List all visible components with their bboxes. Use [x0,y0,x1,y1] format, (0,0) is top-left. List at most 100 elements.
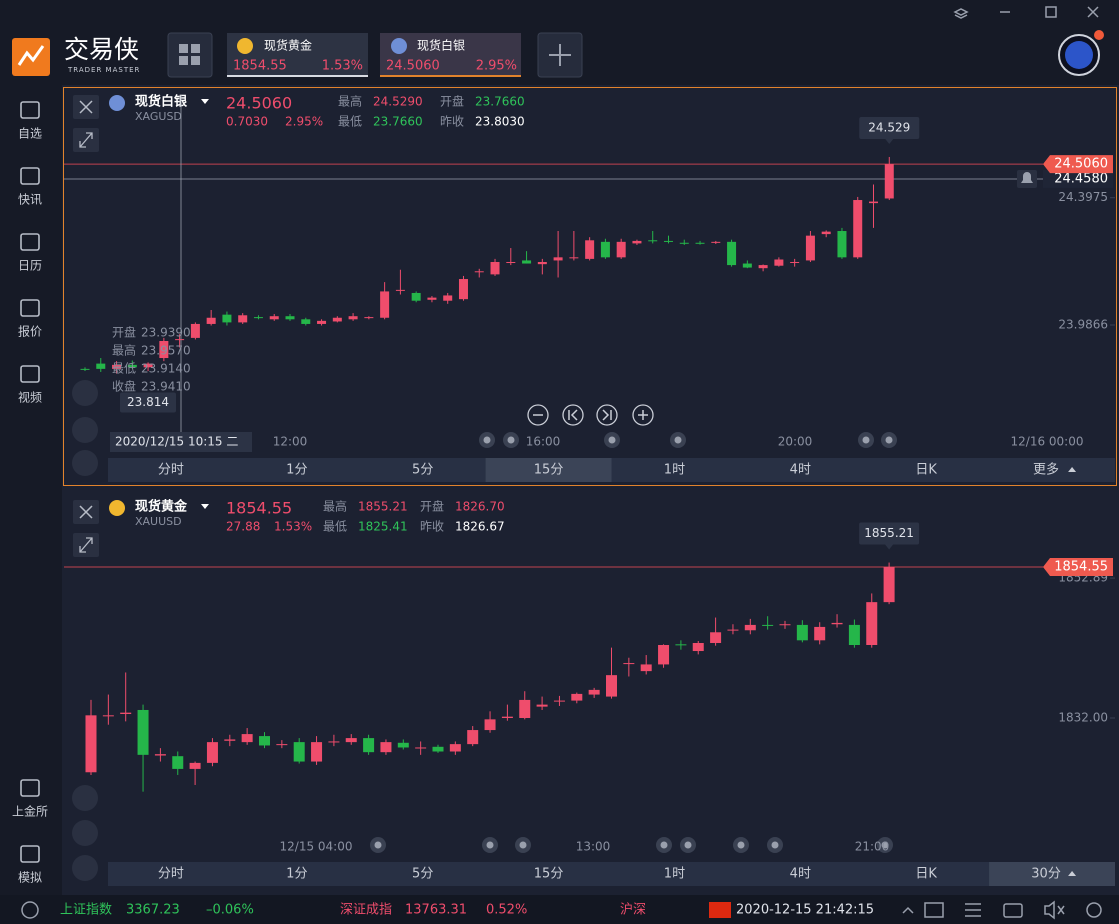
candle-body [632,240,642,244]
candle-body [853,200,863,258]
layout-button[interactable] [167,32,213,78]
skin-button[interactable] [953,8,969,19]
sidebar-icon[interactable] [20,233,40,251]
candle-body [432,746,444,752]
period-label[interactable]: 日K [915,867,937,882]
candle-body [189,762,201,769]
camera-icon[interactable] [1003,903,1023,918]
candle-body [458,279,468,300]
sidebar-icon[interactable] [20,299,40,317]
period-more-arrow [1068,871,1077,876]
candle-body [467,730,479,745]
service-icon[interactable] [21,901,39,919]
period-label[interactable]: 日K [915,463,937,478]
sidebar-label[interactable]: 日历 [18,259,42,273]
period-label[interactable]: 分时 [158,867,184,882]
stat-label: 最低 [323,520,347,534]
period-label[interactable]: 15分 [534,463,564,478]
index-value: 3367.23 [126,903,180,918]
status-bar [0,895,1119,924]
stat-value: 1826.67 [455,520,505,534]
candle-body [411,292,421,301]
mute-icon[interactable] [1044,900,1065,920]
period-label[interactable]: 4时 [790,463,811,478]
candle-body [814,626,826,641]
sidebar-label[interactable]: 自选 [18,127,42,141]
tool-button[interactable] [72,785,98,811]
candle-body [206,742,218,763]
sidebar-icon[interactable] [20,365,40,383]
last-price-label: 24.5060 [1054,157,1108,172]
candle-body [648,240,658,242]
period-label[interactable]: 4时 [790,867,811,882]
sidebar-icon[interactable] [20,779,40,797]
screen-icon[interactable] [924,902,944,918]
close-window-button[interactable] [1087,6,1099,18]
tool-button[interactable] [72,380,98,406]
period-label[interactable]: 分时 [158,463,184,478]
period-bar [108,862,1115,886]
period-label[interactable]: 更多 [1033,462,1059,478]
candle-body [443,295,453,301]
tool-button[interactable] [72,855,98,881]
index-name[interactable]: 沪深 [620,902,646,918]
stat-value: 24.5290 [373,95,423,109]
sidebar-label[interactable]: 报价 [18,324,42,339]
sidebar-label[interactable]: 快讯 [18,193,42,207]
stat-value: 1825.41 [358,520,408,534]
sidebar-icon[interactable] [20,167,40,185]
x-tick-label: 16:00 [526,435,561,449]
hover-label: 最高 [112,343,136,358]
candle-body [727,241,737,266]
sidebar-label[interactable]: 模拟 [18,871,42,885]
symbol-name[interactable]: 现货白银 [135,94,188,110]
period-label[interactable]: 1分 [286,867,307,882]
period-label[interactable]: 5分 [412,463,433,478]
period-selected [485,458,612,482]
settings-icon[interactable] [1086,902,1102,918]
symbol-dropdown[interactable] [201,99,209,104]
sidebar-label[interactable]: 上金所 [12,804,48,819]
candle-body [285,316,295,320]
layout-icon [179,44,200,65]
sidebar-icon[interactable] [20,101,40,119]
index-name[interactable]: 深证成指 [340,903,392,918]
period-label[interactable]: 1分 [286,463,307,478]
index-change: 0.52% [486,903,527,918]
period-label[interactable]: 30分 [1031,867,1061,882]
expand-icon [79,537,93,553]
index-name[interactable]: 上证指数 [60,903,112,918]
high-marker-label: 24.529 [868,120,910,134]
tool-button[interactable] [72,820,98,846]
candle-body [869,201,878,204]
hover-label: 收盘 [112,379,136,394]
period-label[interactable]: 15分 [534,867,564,882]
symbol-name[interactable]: 现货黄金 [135,499,188,515]
sidebar-icon[interactable] [20,845,40,863]
candle-body [553,257,563,261]
period-label[interactable]: 5分 [412,867,433,882]
tool-button[interactable] [72,417,98,443]
candle-body [120,712,132,714]
candle-body [884,164,894,199]
period-label[interactable]: 1时 [664,463,685,478]
tab-price: 1854.55 [233,59,287,74]
sidebar-label[interactable]: 视频 [18,390,42,405]
event-marker-dot [737,841,745,849]
tool-button[interactable] [72,450,98,476]
event-marker-dot [862,436,870,444]
expand-icon[interactable] [902,906,914,914]
hover-value: 23.9410 [141,380,191,394]
period-label[interactable]: 1时 [664,867,685,882]
low-marker-label: 23.814 [127,395,169,409]
candle-body [395,289,405,291]
candle-body [762,624,774,626]
maximize-button[interactable] [1045,6,1057,18]
candle-body [623,663,635,665]
symbol-dropdown[interactable] [201,504,209,509]
menu-icon[interactable] [965,903,981,917]
candle-body [727,629,739,631]
y-tick-label: 23.9866 [1058,318,1108,332]
candle-body [238,315,248,323]
